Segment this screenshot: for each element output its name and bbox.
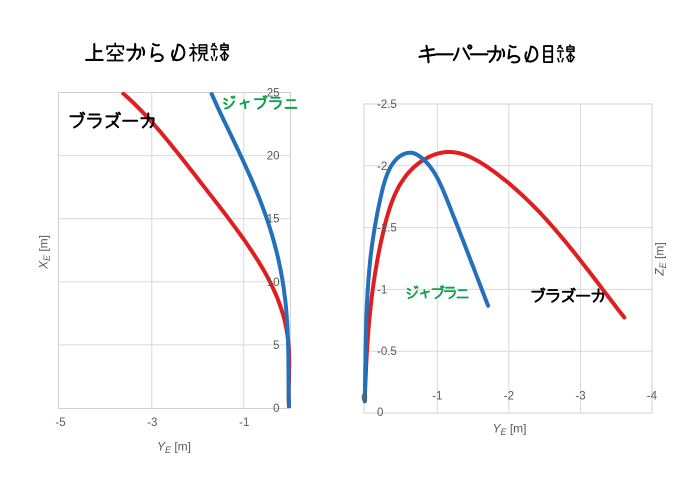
svg-text:-1: -1 [239,417,249,429]
svg-text:-3: -3 [147,417,157,429]
svg-text:-1: -1 [377,284,387,296]
svg-text:-1.5: -1.5 [377,223,397,235]
svg-text:-0.5: -0.5 [377,346,397,358]
svg-text:XE [m]: XE [m] [37,235,53,270]
svg-text:0: 0 [377,407,383,419]
svg-text:YE [m]: YE [m] [157,439,191,455]
svg-text:-2.5: -2.5 [377,99,397,111]
svg-text:-2: -2 [377,161,387,173]
svg-text:-3: -3 [575,391,585,403]
svg-text:5: 5 [273,340,279,352]
svg-text:YE [m]: YE [m] [492,421,526,437]
svg-text:-5: -5 [55,417,65,429]
svg-text:25: 25 [267,88,280,100]
svg-text:-2: -2 [504,391,514,403]
svg-text:-4: -4 [647,391,658,403]
svg-text:20: 20 [267,151,280,163]
svg-text:10: 10 [267,277,280,289]
svg-text:ZE [m]: ZE [m] [653,242,669,276]
svg-text:0: 0 [273,403,279,415]
svg-text:15: 15 [267,214,280,226]
svg-text:-1: -1 [432,391,442,403]
svg-text:0: 0 [361,393,367,405]
